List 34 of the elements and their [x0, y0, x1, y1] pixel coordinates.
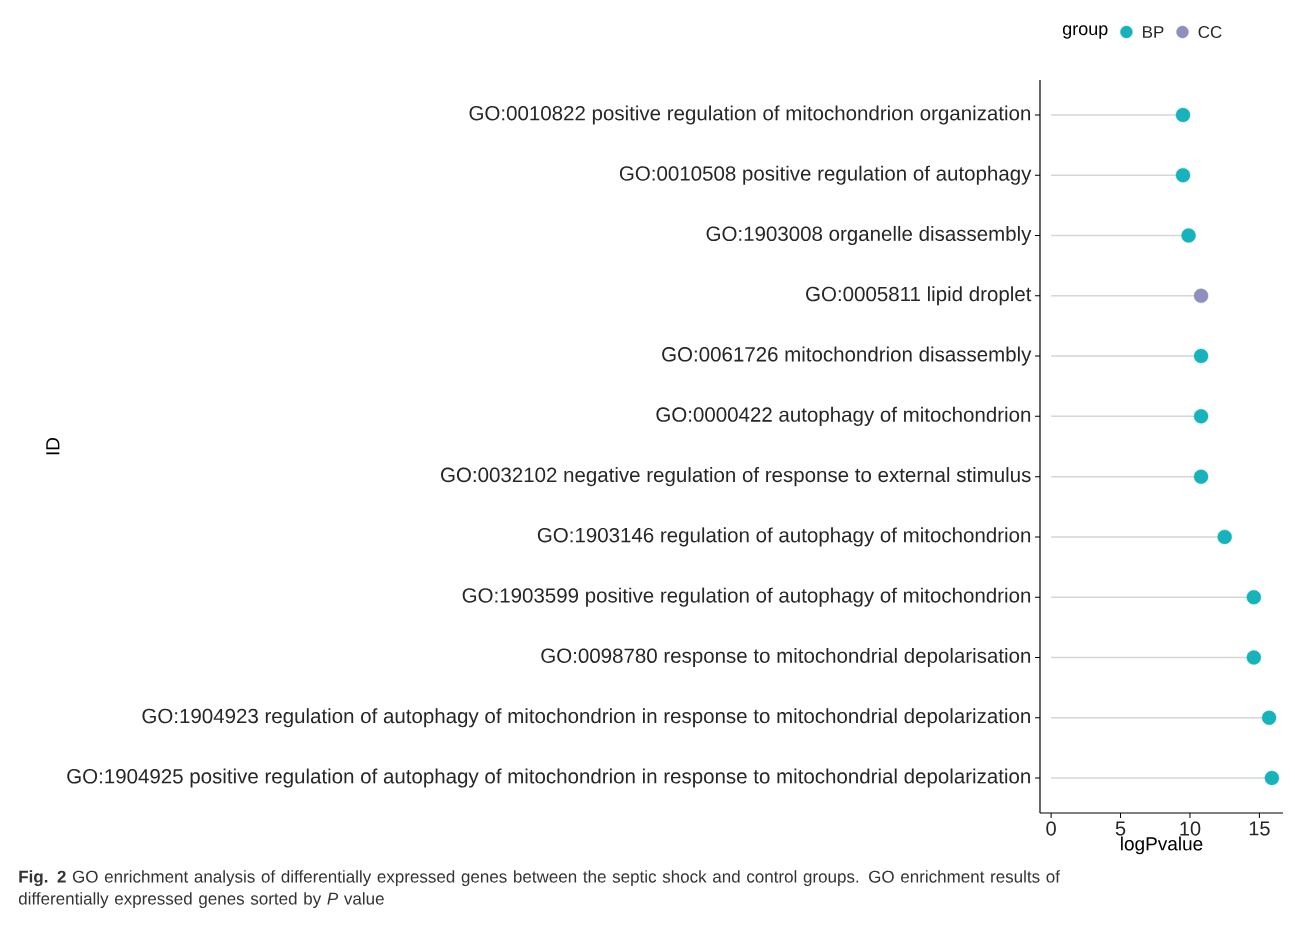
point	[1246, 589, 1262, 605]
y-tick-label: GO:0010822 positive regulation of mitochondrion organization	[469, 105, 1031, 125]
point	[1193, 288, 1209, 303]
point	[1193, 348, 1209, 364]
legend-title: group	[1062, 25, 1108, 39]
point	[1175, 168, 1191, 183]
point	[1193, 469, 1209, 484]
legend-label: BP	[1143, 26, 1164, 38]
y-tick-label: GO:1903599 positive regulation of autophagy of mitochondrion	[462, 587, 1031, 607]
y-axis-title: ID	[46, 437, 60, 455]
x-tick-label: 10	[1180, 821, 1201, 836]
y-tick-label: GO:0000422 autophagy of mitochondrion	[656, 406, 1031, 426]
point	[1261, 710, 1277, 725]
y-tick-label: GO:1904925 positive regulation of autophagy of mitochondrion in response to mitochondrial depolarization	[67, 768, 1030, 788]
point	[1217, 529, 1232, 545]
y-tick-label: GO:0061726 mitochondrion disassembly	[662, 346, 1032, 366]
y-tick-label: GO:1903008 organelle disassembly	[706, 225, 1032, 246]
point	[1193, 409, 1209, 424]
legend-label: CC	[1198, 25, 1222, 39]
y-tick-label: GO:0010508 positive regulation of autophagy	[619, 165, 1032, 185]
y-tick-label: GO:1903146 regulation of autophagy of mitochondrion	[537, 527, 1031, 547]
y-tick-label: GO:0032102 negative regulation of response to external stimulus	[441, 467, 1031, 487]
point	[1181, 228, 1196, 243]
x-tick-label: 5	[1115, 821, 1126, 836]
text: Fig. 2 GO enrichment analysis of differentially expressed genes between the septic shock and control groups. GO enrichment results of differentially expressed genes sorted by P value	[18, 870, 1060, 909]
x-axis-title: logPvalue	[1121, 836, 1203, 855]
point	[1264, 770, 1280, 786]
point	[1175, 107, 1191, 123]
y-tick-label: GO:0005811 lipid droplet	[806, 286, 1032, 306]
x-tick-label: 15	[1249, 821, 1270, 836]
point	[1246, 650, 1262, 665]
y-tick-label: GO:0098780 response to mitochondrial depolarisation	[541, 647, 1031, 668]
x-tick-label: 0	[1046, 821, 1056, 836]
y-tick-label: GO:1904923 regulation of autophagy of mitochondrion in response to mitochondrial depolarization	[142, 708, 1030, 728]
